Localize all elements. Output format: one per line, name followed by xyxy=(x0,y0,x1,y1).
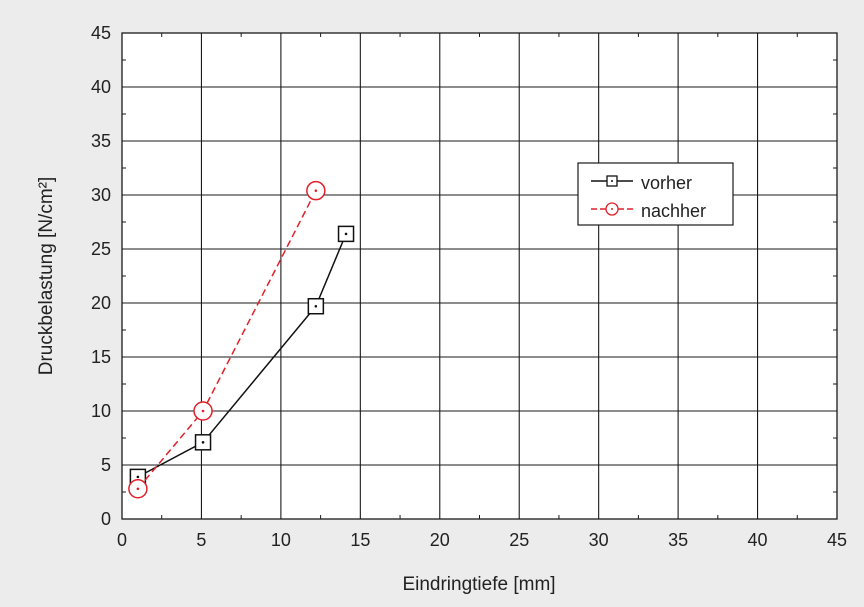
plot-area xyxy=(122,33,837,519)
y-tick-label: 15 xyxy=(91,347,111,367)
y-tick-label: 10 xyxy=(91,401,111,421)
y-tick-label: 0 xyxy=(101,509,111,529)
x-axis-label: Eindringtiefe [mm] xyxy=(402,574,555,595)
legend-box xyxy=(577,162,734,226)
legend-marker-center xyxy=(611,208,613,210)
y-tick-label: 35 xyxy=(91,131,111,151)
y-tick-label: 45 xyxy=(91,23,111,43)
y-tick-label: 5 xyxy=(101,455,111,475)
x-tick-label: 10 xyxy=(271,530,291,550)
legend-items xyxy=(591,175,633,216)
series-nachher xyxy=(128,180,326,499)
data-point-center xyxy=(314,304,318,308)
data-point-center xyxy=(136,487,140,491)
x-tick-label: 40 xyxy=(748,530,768,550)
legend: vorher nachher xyxy=(577,162,734,226)
data-point-center xyxy=(314,189,318,192)
x-tick-label: 15 xyxy=(350,530,370,550)
x-tick-label: 5 xyxy=(196,530,206,550)
legend-label-nachher: nachher xyxy=(641,201,706,221)
x-tick-label: 45 xyxy=(827,530,847,550)
x-tick-label: 25 xyxy=(509,530,529,550)
series-layer xyxy=(128,180,355,499)
x-tick-label: 0 xyxy=(117,530,127,550)
data-point-center xyxy=(136,475,140,479)
y-axis-label: Druckbelastung [N/cm²] xyxy=(36,177,57,376)
legend-marker-center xyxy=(611,180,613,182)
x-tick-labels: 0 5 10 15 20 25 30 35 40 45 xyxy=(117,530,847,550)
x-tick-label: 20 xyxy=(430,530,450,550)
y-tick-label: 30 xyxy=(91,185,111,205)
series-vorher xyxy=(129,225,355,486)
y-tick-label: 25 xyxy=(91,239,111,259)
data-point-center xyxy=(344,232,348,236)
y-tick-label: 20 xyxy=(91,293,111,313)
legend-label-vorher: vorher xyxy=(641,173,692,193)
y-tick-label: 40 xyxy=(91,77,111,97)
series-line-vorher xyxy=(137,233,347,478)
minor-ticks xyxy=(122,33,837,519)
x-tick-label: 30 xyxy=(589,530,609,550)
plot-frame xyxy=(121,32,838,520)
x-tick-label: 35 xyxy=(668,530,688,550)
y-tick-labels: 0 5 10 15 20 25 30 35 40 45 xyxy=(91,23,111,529)
data-point-center xyxy=(201,409,205,413)
data-point-center xyxy=(201,441,205,444)
